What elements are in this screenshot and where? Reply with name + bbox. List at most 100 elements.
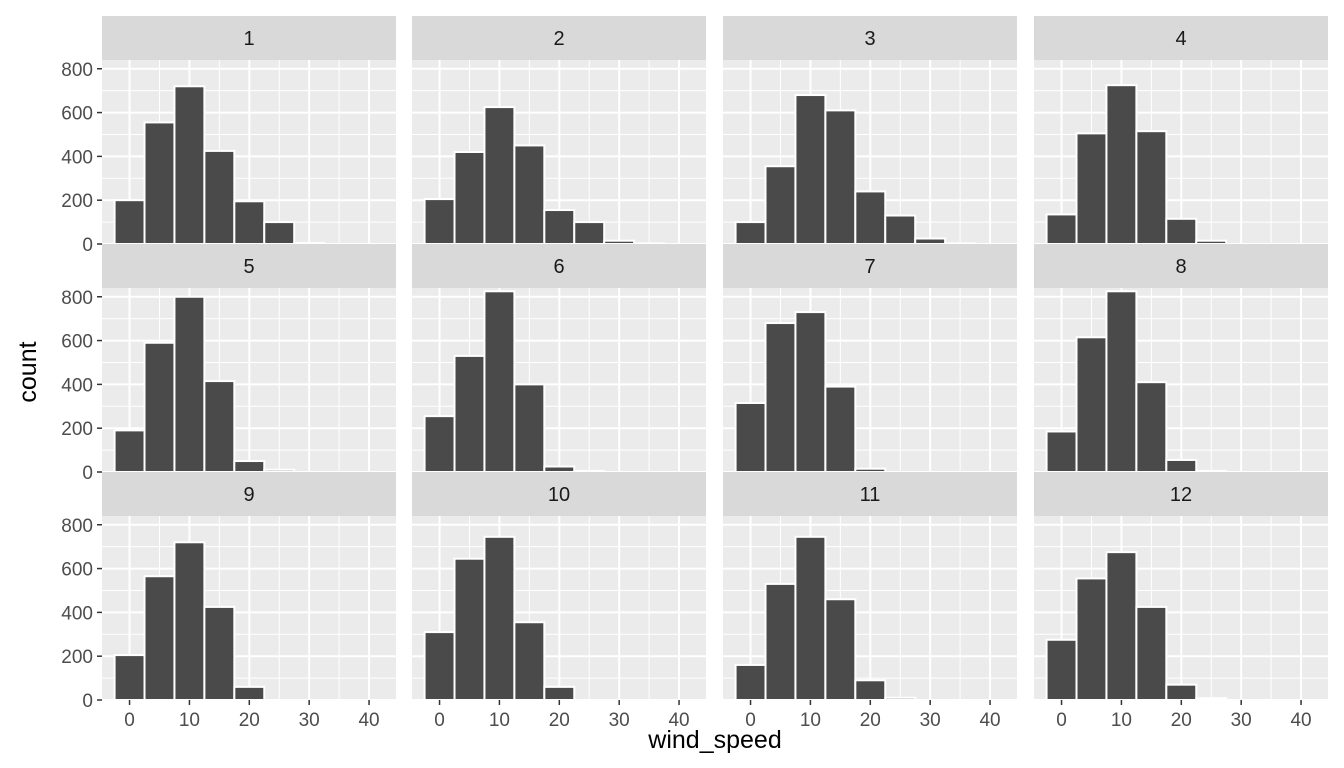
- histogram-bar: [1195, 469, 1228, 473]
- histogram-bar: [543, 209, 576, 246]
- histogram-bar: [854, 190, 887, 246]
- histogram-bar: [914, 237, 947, 245]
- histogram-bar: [233, 460, 266, 473]
- histogram-bar: [113, 199, 146, 245]
- histogram-bar: [143, 121, 176, 245]
- facet-strip-label: 4: [1175, 28, 1186, 50]
- histogram-bar: [423, 198, 456, 246]
- histogram-bar: [1135, 130, 1168, 245]
- histogram-bar: [603, 239, 636, 245]
- histogram-bar: [513, 144, 546, 245]
- histogram-bar: [1135, 381, 1168, 474]
- histogram-bar: [1165, 458, 1198, 474]
- x-tick-label: 40: [979, 710, 1000, 731]
- histogram-bar: [233, 685, 266, 701]
- histogram-bar: [633, 242, 666, 245]
- histogram-bar: [1045, 430, 1078, 474]
- histogram-bar: [734, 663, 767, 702]
- histogram-bar: [263, 468, 296, 473]
- facet-panel-6: 6: [412, 244, 706, 477]
- x-tick-label: 0: [124, 710, 135, 731]
- histogram-bar: [543, 465, 576, 473]
- histogram-bar: [173, 541, 206, 701]
- x-tick-label: 40: [358, 710, 379, 731]
- y-tick-label: 400: [61, 603, 93, 624]
- histogram-bar: [573, 221, 606, 246]
- x-tick-label: 20: [860, 710, 881, 731]
- x-tick-label: 30: [1231, 710, 1252, 731]
- histogram-bar: [293, 241, 326, 245]
- histogram-bar: [1105, 84, 1138, 245]
- histogram-bar: [573, 469, 606, 473]
- histogram-bar: [1105, 551, 1138, 702]
- x-tick-label: 10: [1111, 710, 1132, 731]
- facet-strip-label: 10: [548, 484, 570, 506]
- histogram-bar: [1165, 683, 1198, 702]
- histogram-bar: [233, 200, 266, 246]
- histogram-bar: [854, 467, 887, 474]
- histogram-bar: [453, 151, 486, 245]
- facet-strip: [723, 16, 1017, 60]
- y-tick-label: 600: [61, 104, 93, 125]
- y-tick-label: 0: [82, 235, 93, 256]
- facet-panel-2: 2: [412, 16, 706, 249]
- facet-panel-12: 12 0 10 20 30 40: [1034, 472, 1328, 731]
- y-tick-label: 400: [61, 375, 93, 396]
- facet-strip-label: 12: [1170, 484, 1192, 506]
- facet-strip-label: 6: [553, 256, 564, 278]
- x-tick-label: 10: [489, 710, 510, 731]
- histogram-bar: [884, 696, 917, 701]
- y-tick-label: 800: [61, 60, 93, 81]
- histogram-bar: [734, 402, 767, 473]
- y-axis-title: count: [14, 341, 42, 402]
- histogram-bar: [483, 106, 516, 245]
- facet-strip: [723, 472, 1017, 516]
- histogram-bar: [824, 598, 857, 701]
- x-tick-label: 20: [549, 710, 570, 731]
- histogram-bar: [1195, 239, 1228, 245]
- y-tick-label: 200: [61, 191, 93, 212]
- histogram-bar: [113, 654, 146, 701]
- facet-strip-label: 1: [243, 28, 254, 50]
- facet-strip: [412, 472, 706, 516]
- facet-strip-label: 11: [860, 484, 881, 506]
- histogram-bar: [1135, 605, 1168, 702]
- histogram-bar: [453, 557, 486, 702]
- facet-strip-label: 8: [1175, 256, 1186, 278]
- facet-panel-9: 9 0 200 400 600 800 0 10 20 30 40: [61, 472, 396, 731]
- x-tick-label: 40: [668, 710, 689, 731]
- y-tick-label: 200: [61, 419, 93, 440]
- histogram-bar: [513, 621, 546, 701]
- histogram-bar: [483, 290, 516, 473]
- histogram-bar: [263, 221, 296, 246]
- histogram-bar: [794, 535, 827, 701]
- histogram-bar: [203, 380, 236, 474]
- histogram-bar: [113, 429, 146, 473]
- facet-strip: [1034, 472, 1328, 516]
- facet-strip: [412, 16, 706, 60]
- facet-strip: [102, 16, 396, 60]
- histogram-bar: [1075, 132, 1108, 245]
- x-tick-label: 30: [299, 710, 320, 731]
- facet-panel-1: 1 0 200 400 600 800: [61, 16, 396, 256]
- x-tick-label: 20: [239, 710, 260, 731]
- facet-strip: [723, 244, 1017, 288]
- histogram-bar: [764, 582, 797, 702]
- histogram-bar: [1105, 290, 1138, 473]
- x-tick-label: 40: [1290, 710, 1311, 731]
- facet-strip-label: 7: [864, 256, 875, 278]
- facet-strip-label: 5: [243, 256, 254, 278]
- facet-strip-label: 9: [243, 484, 254, 506]
- histogram-bar: [854, 679, 887, 701]
- histogram-bar: [423, 415, 456, 473]
- histogram-bar: [203, 149, 236, 245]
- y-tick-label: 600: [61, 332, 93, 353]
- histogram-bar: [764, 165, 797, 245]
- histogram-bar: [1045, 213, 1078, 246]
- y-tick-label: 600: [61, 560, 93, 581]
- x-axis-title: wind_speed: [647, 726, 781, 754]
- histogram-bar: [543, 685, 576, 701]
- y-tick-label: 800: [61, 516, 93, 537]
